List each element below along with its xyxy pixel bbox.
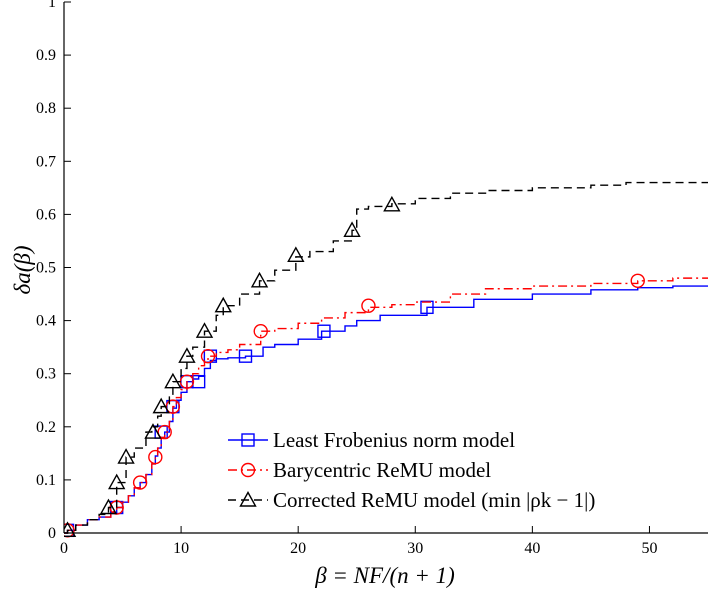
series-2-marker xyxy=(157,424,172,440)
axes: 0 10 20 30 40 50 0 0.1 0.2 0.3 0.4 0.5 0.6 0.7 0.8 0.9 1 xyxy=(36,0,708,557)
legend-label: Corrected ReMU model (min |ρk − 1|) xyxy=(273,488,595,512)
legend-item-3: Corrected ReMU model (min |ρk − 1|) xyxy=(228,488,595,512)
x-tick-label: 20 xyxy=(290,540,306,557)
series-3-marker xyxy=(287,246,305,262)
y-tick-label: 1 xyxy=(48,0,56,11)
series-2-marker xyxy=(361,298,376,313)
y-tick-label: 0.7 xyxy=(36,153,56,170)
series-3-marker xyxy=(152,397,170,414)
legend-label: Least Frobenius norm model xyxy=(273,428,515,452)
series-3-marker xyxy=(108,473,126,490)
x-tick-label: 10 xyxy=(173,540,189,557)
y-tick-label: 0.3 xyxy=(36,366,56,383)
series-2 xyxy=(64,273,708,538)
y-tick-label: 0.4 xyxy=(36,313,56,330)
series-3-marker xyxy=(214,296,232,313)
legend-label: Barycentric ReMU model xyxy=(273,458,491,482)
y-tick-label: 0.8 xyxy=(36,100,56,117)
series-2-marker xyxy=(148,449,163,465)
series-3-marker xyxy=(99,498,118,515)
series-3-marker xyxy=(195,322,214,338)
series-3 xyxy=(64,181,708,538)
series-3-marker xyxy=(144,423,162,439)
legend-item-2: Barycentric ReMU model xyxy=(228,458,491,482)
x-tick-label: 0 xyxy=(60,540,68,557)
series-3-marker xyxy=(250,271,269,288)
series-3-marker xyxy=(64,521,77,538)
x-axis-label: β = NF/(n + 1) xyxy=(314,563,455,588)
legend-swatch-marker xyxy=(239,491,257,507)
series-1-marker xyxy=(238,349,253,363)
y-tick-label: 0.6 xyxy=(36,206,56,223)
series-3-marker xyxy=(117,448,135,464)
series-3-marker xyxy=(383,195,401,212)
series-1-marker xyxy=(317,324,331,338)
legend: Least Frobenius norm model Barycentric Re… xyxy=(222,422,702,525)
series-3-marker xyxy=(343,221,361,238)
legend-swatch-marker xyxy=(240,462,256,478)
y-tick-label: 0 xyxy=(48,525,56,542)
series-2-marker xyxy=(200,348,216,364)
series-3-marker xyxy=(178,347,196,363)
series-2-marker xyxy=(132,475,148,490)
legend-item-1: Least Frobenius norm model xyxy=(228,428,515,452)
series-3-line xyxy=(64,181,708,534)
y-tick-label: 0.9 xyxy=(36,47,56,64)
y-axis-label: δa(β) xyxy=(10,246,35,295)
y-tick-label: 0.5 xyxy=(36,260,56,277)
x-tick-label: 30 xyxy=(407,540,423,557)
series-2-marker xyxy=(630,273,645,288)
series-3-marker xyxy=(164,372,182,389)
x-tick-label: 40 xyxy=(524,540,540,557)
x-tick-label: 50 xyxy=(641,540,657,557)
y-tick-label: 0.1 xyxy=(36,472,56,489)
y-tick-label: 0.2 xyxy=(36,419,56,436)
legend-swatch-marker xyxy=(241,433,255,447)
series-2-marker xyxy=(253,324,268,339)
legend-box xyxy=(222,422,702,525)
series-2-line xyxy=(64,277,708,534)
